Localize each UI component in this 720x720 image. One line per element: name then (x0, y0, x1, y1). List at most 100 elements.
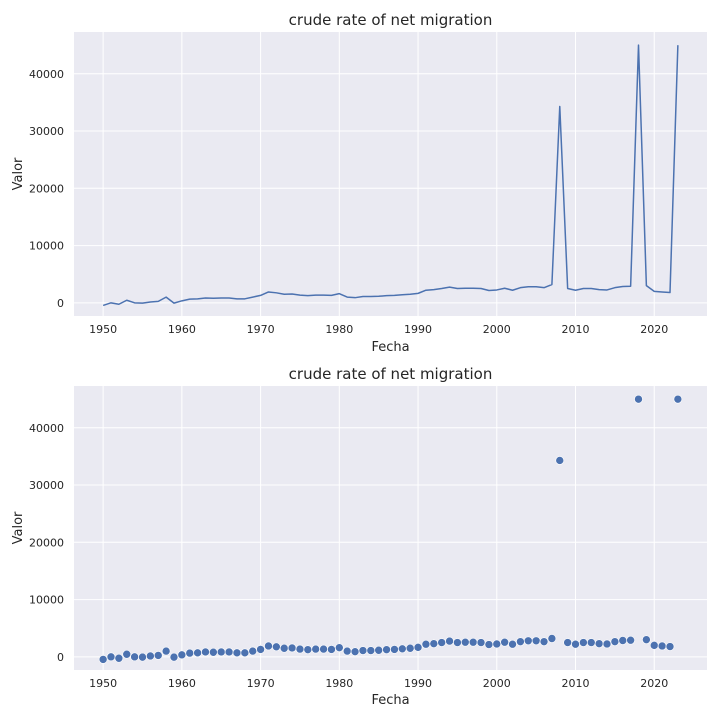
series-marks (102, 44, 679, 307)
data-point (335, 643, 344, 652)
x-tick-label: 1990 (404, 323, 432, 336)
data-point (398, 644, 407, 654)
data-point (453, 638, 462, 647)
chart-title: crude rate of net migration (289, 11, 493, 29)
data-point (618, 636, 628, 645)
y-tick-label: 40000 (29, 68, 64, 81)
data-point (193, 648, 202, 658)
data-point (146, 651, 155, 661)
gridlines (74, 386, 707, 670)
data-point (130, 652, 139, 662)
x-tick-label: 2000 (483, 677, 511, 690)
data-point (468, 637, 478, 647)
data-point (382, 645, 391, 654)
data-point (374, 645, 383, 655)
data-point (201, 647, 210, 657)
data-point (555, 456, 565, 465)
y-tick-label: 30000 (29, 479, 64, 492)
data-point (232, 648, 242, 658)
y-tick-label: 30000 (29, 125, 64, 138)
data-point (673, 394, 683, 404)
data-point (563, 638, 572, 647)
data-point (342, 646, 352, 656)
data-point (500, 637, 509, 647)
y-tick-label: 40000 (29, 422, 64, 435)
tick-labels: 1950 1960 1970 1980 1990 2000 2010 2020 0 10000 20… (29, 422, 668, 690)
data-point (311, 644, 321, 654)
x-tick-label: 1970 (247, 677, 275, 690)
x-axis-label: Fecha (371, 340, 409, 355)
data-point (350, 647, 360, 656)
data-point (484, 640, 494, 649)
data-point (256, 645, 265, 654)
data-point (138, 652, 147, 662)
y-axis-label: Valor (11, 157, 26, 190)
data-point (264, 641, 273, 651)
y-tick-label: 10000 (29, 594, 64, 607)
data-point (248, 646, 258, 656)
data-point (516, 637, 525, 646)
y-tick-label: 0 (57, 297, 64, 310)
x-tick-label: 2020 (640, 323, 668, 336)
data-point (366, 646, 376, 655)
y-tick-label: 20000 (29, 536, 64, 549)
data-point (413, 643, 423, 652)
data-point (539, 637, 549, 646)
x-tick-label: 1980 (325, 323, 353, 336)
y-tick-label: 0 (57, 651, 64, 664)
data-point (579, 638, 588, 647)
y-tick-label: 20000 (29, 182, 64, 195)
data-point (405, 643, 415, 653)
data-point (185, 648, 195, 658)
data-point (492, 639, 502, 649)
series-line (102, 44, 679, 307)
x-tick-label: 1970 (247, 323, 275, 336)
data-point (169, 652, 179, 662)
data-point (153, 651, 163, 660)
data-point (508, 639, 517, 649)
data-point (571, 639, 580, 649)
series-marks (98, 394, 683, 664)
x-tick-label: 2010 (562, 677, 590, 690)
x-tick-label: 2010 (562, 323, 590, 336)
data-point (421, 639, 431, 649)
data-point (327, 645, 336, 654)
data-point (279, 643, 289, 653)
data-point (665, 642, 675, 651)
x-tick-label: 1950 (89, 323, 117, 336)
data-point (216, 647, 226, 657)
y-axis-label: Valor (11, 511, 26, 544)
data-point (161, 646, 171, 656)
data-point (634, 394, 643, 404)
data-point (177, 650, 187, 660)
data-point (476, 638, 486, 647)
data-point (114, 653, 124, 663)
data-point (224, 647, 234, 657)
line-chart: 1950 1960 1970 1980 1990 2000 2010 2020 0 10000 20… (11, 11, 707, 355)
x-axis-label: Fecha (371, 693, 409, 708)
data-point (531, 636, 541, 646)
x-tick-label: 1960 (168, 677, 196, 690)
data-point (523, 636, 533, 646)
x-tick-label: 2000 (483, 323, 511, 336)
data-point (657, 641, 667, 651)
data-point (303, 645, 313, 654)
data-point (295, 644, 305, 654)
data-point (610, 637, 620, 646)
tick-labels: 1950 1960 1970 1980 1990 2000 2010 2020 0 10000 20… (29, 68, 668, 336)
data-point (122, 649, 132, 659)
data-point (460, 637, 470, 647)
data-point (445, 636, 454, 646)
data-point (602, 639, 612, 649)
data-point (98, 655, 108, 664)
chart-title: crude rate of net migration (289, 365, 493, 383)
gridlines (74, 32, 707, 316)
data-point (106, 652, 116, 662)
plot-area (74, 386, 707, 670)
scatter-chart: 1950 1960 1970 1980 1990 2000 2010 2020 0 10000 20… (11, 365, 707, 708)
x-tick-label: 1990 (404, 677, 432, 690)
data-point (586, 638, 596, 647)
data-point (240, 648, 250, 658)
x-tick-label: 1960 (168, 323, 196, 336)
